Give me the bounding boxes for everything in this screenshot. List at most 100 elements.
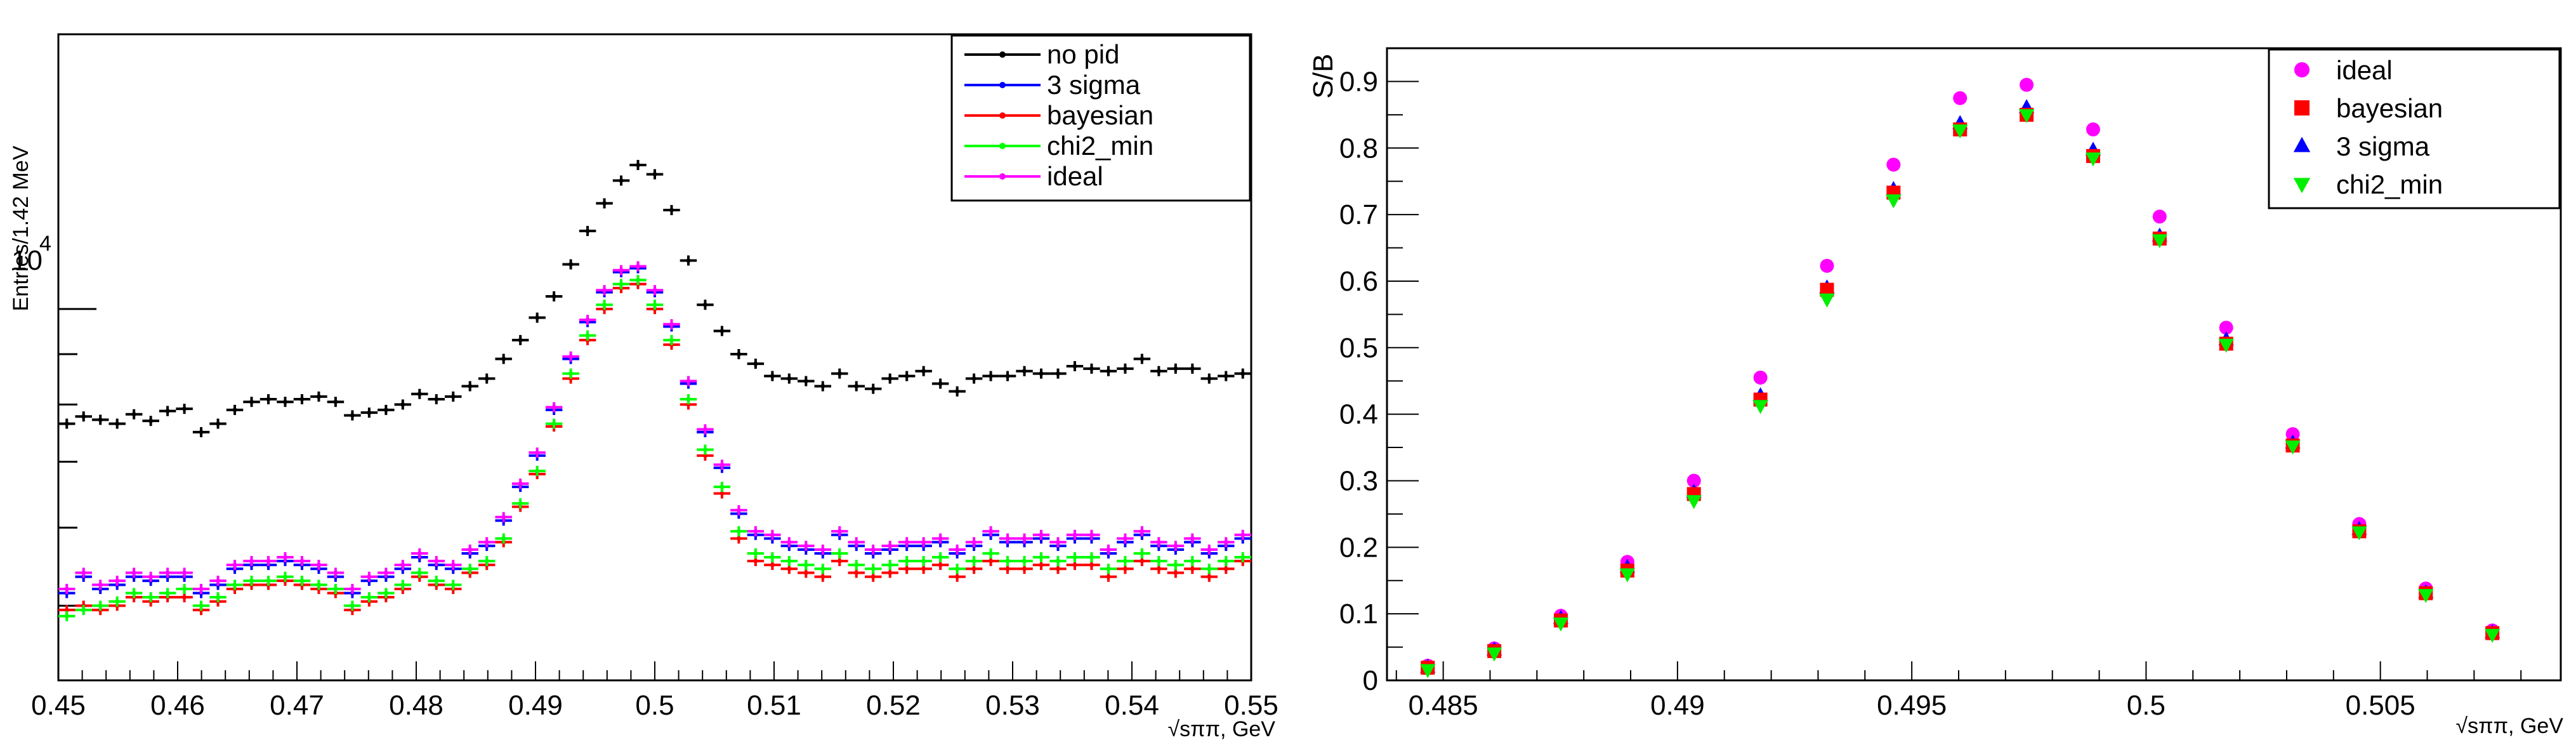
left-legend-marker — [999, 173, 1006, 180]
left-point-marker — [971, 566, 976, 571]
left-point-marker — [1022, 369, 1027, 374]
left-point-marker — [787, 539, 792, 545]
left-point-marker — [1039, 562, 1044, 567]
left-point-marker — [1122, 566, 1127, 571]
right-ytick-label: 0 — [1363, 665, 1378, 696]
left-point-marker — [484, 376, 489, 381]
left-point-marker — [1106, 547, 1111, 552]
right-point-circle — [2086, 122, 2100, 136]
left-point-marker — [1072, 364, 1077, 369]
left-series-ideal — [58, 261, 1251, 594]
left-point-marker — [115, 599, 120, 604]
left-xtick-label: 0.49 — [508, 690, 563, 721]
left-point-marker — [1140, 559, 1145, 564]
left-xtick-label: 0.5 — [635, 690, 674, 721]
left-point-marker — [98, 582, 103, 587]
left-point-marker — [468, 566, 473, 571]
left-point-marker — [232, 407, 237, 413]
left-point-marker — [450, 394, 456, 399]
left-point-marker — [736, 529, 741, 534]
left-point-marker — [64, 421, 69, 426]
left-point-marker — [854, 384, 859, 389]
left-point-marker — [518, 338, 523, 343]
right-legend-label: chi2_min — [2336, 169, 2443, 199]
left-point-marker — [820, 574, 825, 579]
left-point-marker — [888, 562, 893, 567]
right-ytick-label: 0.5 — [1339, 333, 1378, 364]
left-point-marker — [938, 536, 943, 541]
left-point-marker — [199, 586, 204, 592]
left-point-marker — [837, 551, 842, 556]
left-point-marker — [753, 559, 758, 564]
left-point-marker — [450, 562, 456, 567]
left-point-marker — [602, 288, 607, 293]
left-point-marker — [266, 559, 271, 564]
left-point-marker — [568, 354, 574, 359]
left-point-marker — [216, 595, 221, 600]
left-point-marker — [266, 578, 271, 583]
left-xtick-label: 0.45 — [31, 690, 86, 721]
left-point-marker — [249, 399, 254, 404]
left-point-marker — [1156, 566, 1161, 571]
left-point-marker — [299, 559, 305, 564]
right-point-triangle-down — [1420, 664, 1436, 678]
left-point-marker — [720, 491, 725, 496]
left-legend-label: no pid — [1047, 39, 1119, 69]
left-point-marker — [1039, 555, 1044, 560]
left-point-marker — [686, 258, 691, 263]
left-point-marker — [282, 555, 287, 560]
left-point-marker — [1089, 366, 1094, 371]
left-point-marker — [383, 590, 388, 595]
left-point-marker — [182, 586, 187, 592]
left-point-marker — [98, 603, 103, 608]
left-point-marker — [955, 566, 960, 571]
left-point-marker — [1240, 371, 1245, 376]
left-point-marker — [199, 430, 204, 435]
right-legend-label: ideal — [2336, 55, 2393, 85]
left-point-marker — [383, 570, 388, 575]
left-point-marker — [417, 551, 422, 556]
left-point-marker — [971, 376, 976, 381]
right-point-circle — [1753, 370, 1768, 385]
left-point-marker — [736, 508, 741, 513]
left-legend-marker — [999, 143, 1006, 149]
left-point-marker — [1140, 357, 1145, 362]
left-point-marker — [702, 426, 707, 432]
left-point-marker — [921, 369, 926, 374]
left-point-marker — [1223, 566, 1228, 571]
right-point-triangle-down — [1952, 124, 1968, 139]
left-chart: 0.45 0.46 0.47 0.48 0.49 0.5 0.51 0.52 0.53 0.54 0… — [9, 33, 1278, 741]
left-point-marker — [652, 172, 657, 177]
left-point-marker — [938, 562, 943, 567]
left-point-marker — [568, 371, 574, 376]
left-point-marker — [787, 566, 792, 571]
left-point-marker — [585, 317, 590, 322]
left-point-marker — [551, 421, 556, 426]
left-point-marker — [216, 421, 221, 426]
left-point-marker — [1190, 366, 1195, 371]
left-point-marker — [971, 559, 976, 564]
left-point-marker — [1122, 536, 1127, 541]
left-point-marker — [1055, 566, 1060, 571]
left-point-marker — [148, 595, 154, 600]
left-point-marker — [81, 607, 86, 612]
right-ytick-label: 0.3 — [1339, 465, 1378, 496]
left-point-marker — [871, 387, 876, 392]
left-point-marker — [1240, 532, 1245, 538]
left-point-marker — [736, 536, 741, 541]
left-legend-label: 3 sigma — [1047, 70, 1141, 100]
left-point-marker — [501, 515, 506, 520]
left-point-marker — [568, 262, 574, 267]
left-point-marker — [1122, 559, 1127, 564]
left-point-marker — [367, 574, 372, 579]
left-point-marker — [803, 562, 808, 567]
left-point-marker — [316, 394, 321, 399]
right-xtick-label: 0.505 — [2346, 690, 2415, 721]
left-point-marker — [888, 543, 893, 548]
left-point-marker — [989, 551, 994, 556]
right-ytick-label: 0.4 — [1339, 399, 1378, 430]
left-point-marker — [417, 392, 422, 397]
left-point-marker — [904, 374, 909, 379]
left-point-marker — [484, 559, 489, 564]
